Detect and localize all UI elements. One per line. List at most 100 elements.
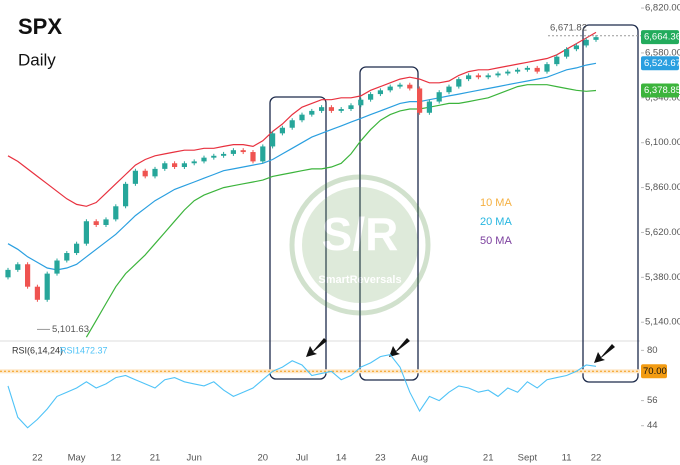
- candle-body: [123, 183, 129, 207]
- rsi-level-label: 70.00: [643, 366, 667, 377]
- x-tick-label: Jul: [296, 453, 308, 464]
- legend-label: 50 MA: [480, 235, 512, 247]
- x-tick-label: May: [68, 453, 86, 464]
- candle-body: [83, 221, 89, 244]
- watermark-name: SmartReversals: [318, 274, 401, 286]
- candle-body: [309, 110, 315, 115]
- rsi-line: [7, 353, 597, 429]
- rsi-last-value: 72.37: [85, 345, 108, 355]
- candle-body: [515, 69, 521, 72]
- candle-body: [377, 90, 383, 95]
- x-tick-label: 22: [591, 453, 602, 464]
- candle-body: [485, 75, 491, 78]
- candle-body: [534, 67, 540, 72]
- candle-body: [358, 99, 364, 106]
- legend-label: 20 MA: [480, 216, 512, 228]
- rsi-tick-label: 44: [647, 420, 658, 431]
- y-tick-label: 6,580.00: [645, 47, 680, 58]
- candle-body: [34, 286, 40, 300]
- band-line: [7, 62, 597, 271]
- candle-body: [387, 86, 393, 91]
- candle-body: [64, 253, 70, 261]
- candle-body: [15, 264, 21, 270]
- x-tick-label: 12: [111, 453, 122, 464]
- candle-body: [270, 133, 276, 147]
- candle-body: [221, 153, 227, 156]
- y-tick-label: 5,380.00: [645, 272, 680, 283]
- candle-body: [230, 150, 236, 154]
- candle-body: [191, 161, 197, 164]
- low-label: 5,101.63: [52, 324, 89, 335]
- price-tag: [641, 83, 679, 98]
- x-tick-label: 21: [150, 453, 161, 464]
- x-tick-label: 20: [258, 453, 269, 464]
- candle-body: [25, 264, 31, 287]
- candle-body: [74, 243, 80, 254]
- candle-body: [573, 45, 579, 50]
- candle-body: [93, 221, 99, 225]
- price-tag-label: 6,664.36: [644, 32, 680, 43]
- candle-body: [446, 86, 452, 93]
- candle-body: [475, 75, 481, 78]
- candle-body: [524, 67, 530, 70]
- arrow: [306, 338, 327, 357]
- candle-body: [132, 170, 138, 184]
- candle-body: [54, 260, 60, 274]
- price-tag: [641, 56, 679, 71]
- candle-body: [348, 105, 354, 110]
- price-tag: [641, 30, 679, 45]
- rsi-name: RSI14: [60, 345, 85, 355]
- y-tick-label: 6,820.00: [645, 3, 680, 14]
- highlight-box: [582, 24, 639, 383]
- watermark-mark: S/R: [322, 208, 399, 260]
- candle-body: [495, 73, 501, 76]
- candle-body: [5, 269, 11, 278]
- candle-body: [407, 84, 413, 89]
- arrow: [389, 338, 410, 357]
- chart-title: SPX: [18, 14, 62, 39]
- candle-body: [260, 146, 266, 162]
- candle-body: [426, 101, 432, 113]
- rsi-title: RSI(6,14,24): [12, 345, 63, 355]
- y-tick-label: 5,140.00: [645, 317, 680, 328]
- price-tag-label: 6,378.85: [644, 85, 680, 96]
- candle-body: [417, 88, 423, 113]
- y-tick-label: 6,340.00: [645, 92, 680, 103]
- candle-body: [44, 273, 50, 300]
- rsi-tick-label: 80: [647, 345, 658, 356]
- candle-body: [299, 114, 305, 121]
- y-tick-label: 5,860.00: [645, 182, 680, 193]
- high-label: 6,671.82: [550, 22, 587, 33]
- arrow: [594, 344, 615, 363]
- band-line: [7, 31, 597, 207]
- candle-body: [456, 79, 462, 87]
- candle-body: [466, 75, 472, 80]
- candle-body: [240, 150, 246, 153]
- x-tick-label: 11: [562, 453, 572, 464]
- x-tick-label: 21: [483, 453, 494, 464]
- candle-body: [279, 127, 285, 134]
- candle-body: [554, 56, 560, 65]
- x-tick-label: 14: [336, 453, 347, 464]
- candle-body: [319, 107, 325, 111]
- x-tick-label: Jun: [187, 453, 202, 464]
- chart-subtitle: Daily: [18, 50, 56, 69]
- candle-body: [201, 157, 207, 162]
- rsi-tick-label: 56: [647, 395, 658, 406]
- x-tick-label: 22: [32, 453, 43, 464]
- y-tick-label: 6,100.00: [645, 137, 680, 148]
- x-tick-label: Aug: [411, 453, 428, 464]
- candle-body: [250, 152, 256, 162]
- candle-body: [152, 168, 158, 177]
- candle-body: [181, 163, 187, 168]
- candle-body: [544, 64, 550, 72]
- candle-body: [505, 71, 511, 74]
- band-line: [85, 84, 597, 338]
- candle-body: [593, 37, 599, 40]
- legend-label: 10 MA: [480, 197, 512, 209]
- candle-body: [328, 107, 334, 111]
- candle-body: [162, 163, 168, 169]
- candle-body: [564, 49, 570, 57]
- candle-body: [583, 39, 589, 46]
- watermark: S/R SmartReversals: [289, 174, 431, 316]
